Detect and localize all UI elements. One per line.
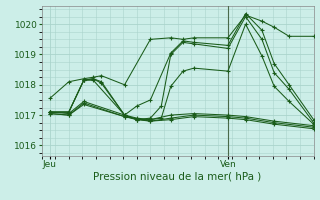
X-axis label: Pression niveau de la mer( hPa ): Pression niveau de la mer( hPa )	[93, 172, 262, 182]
